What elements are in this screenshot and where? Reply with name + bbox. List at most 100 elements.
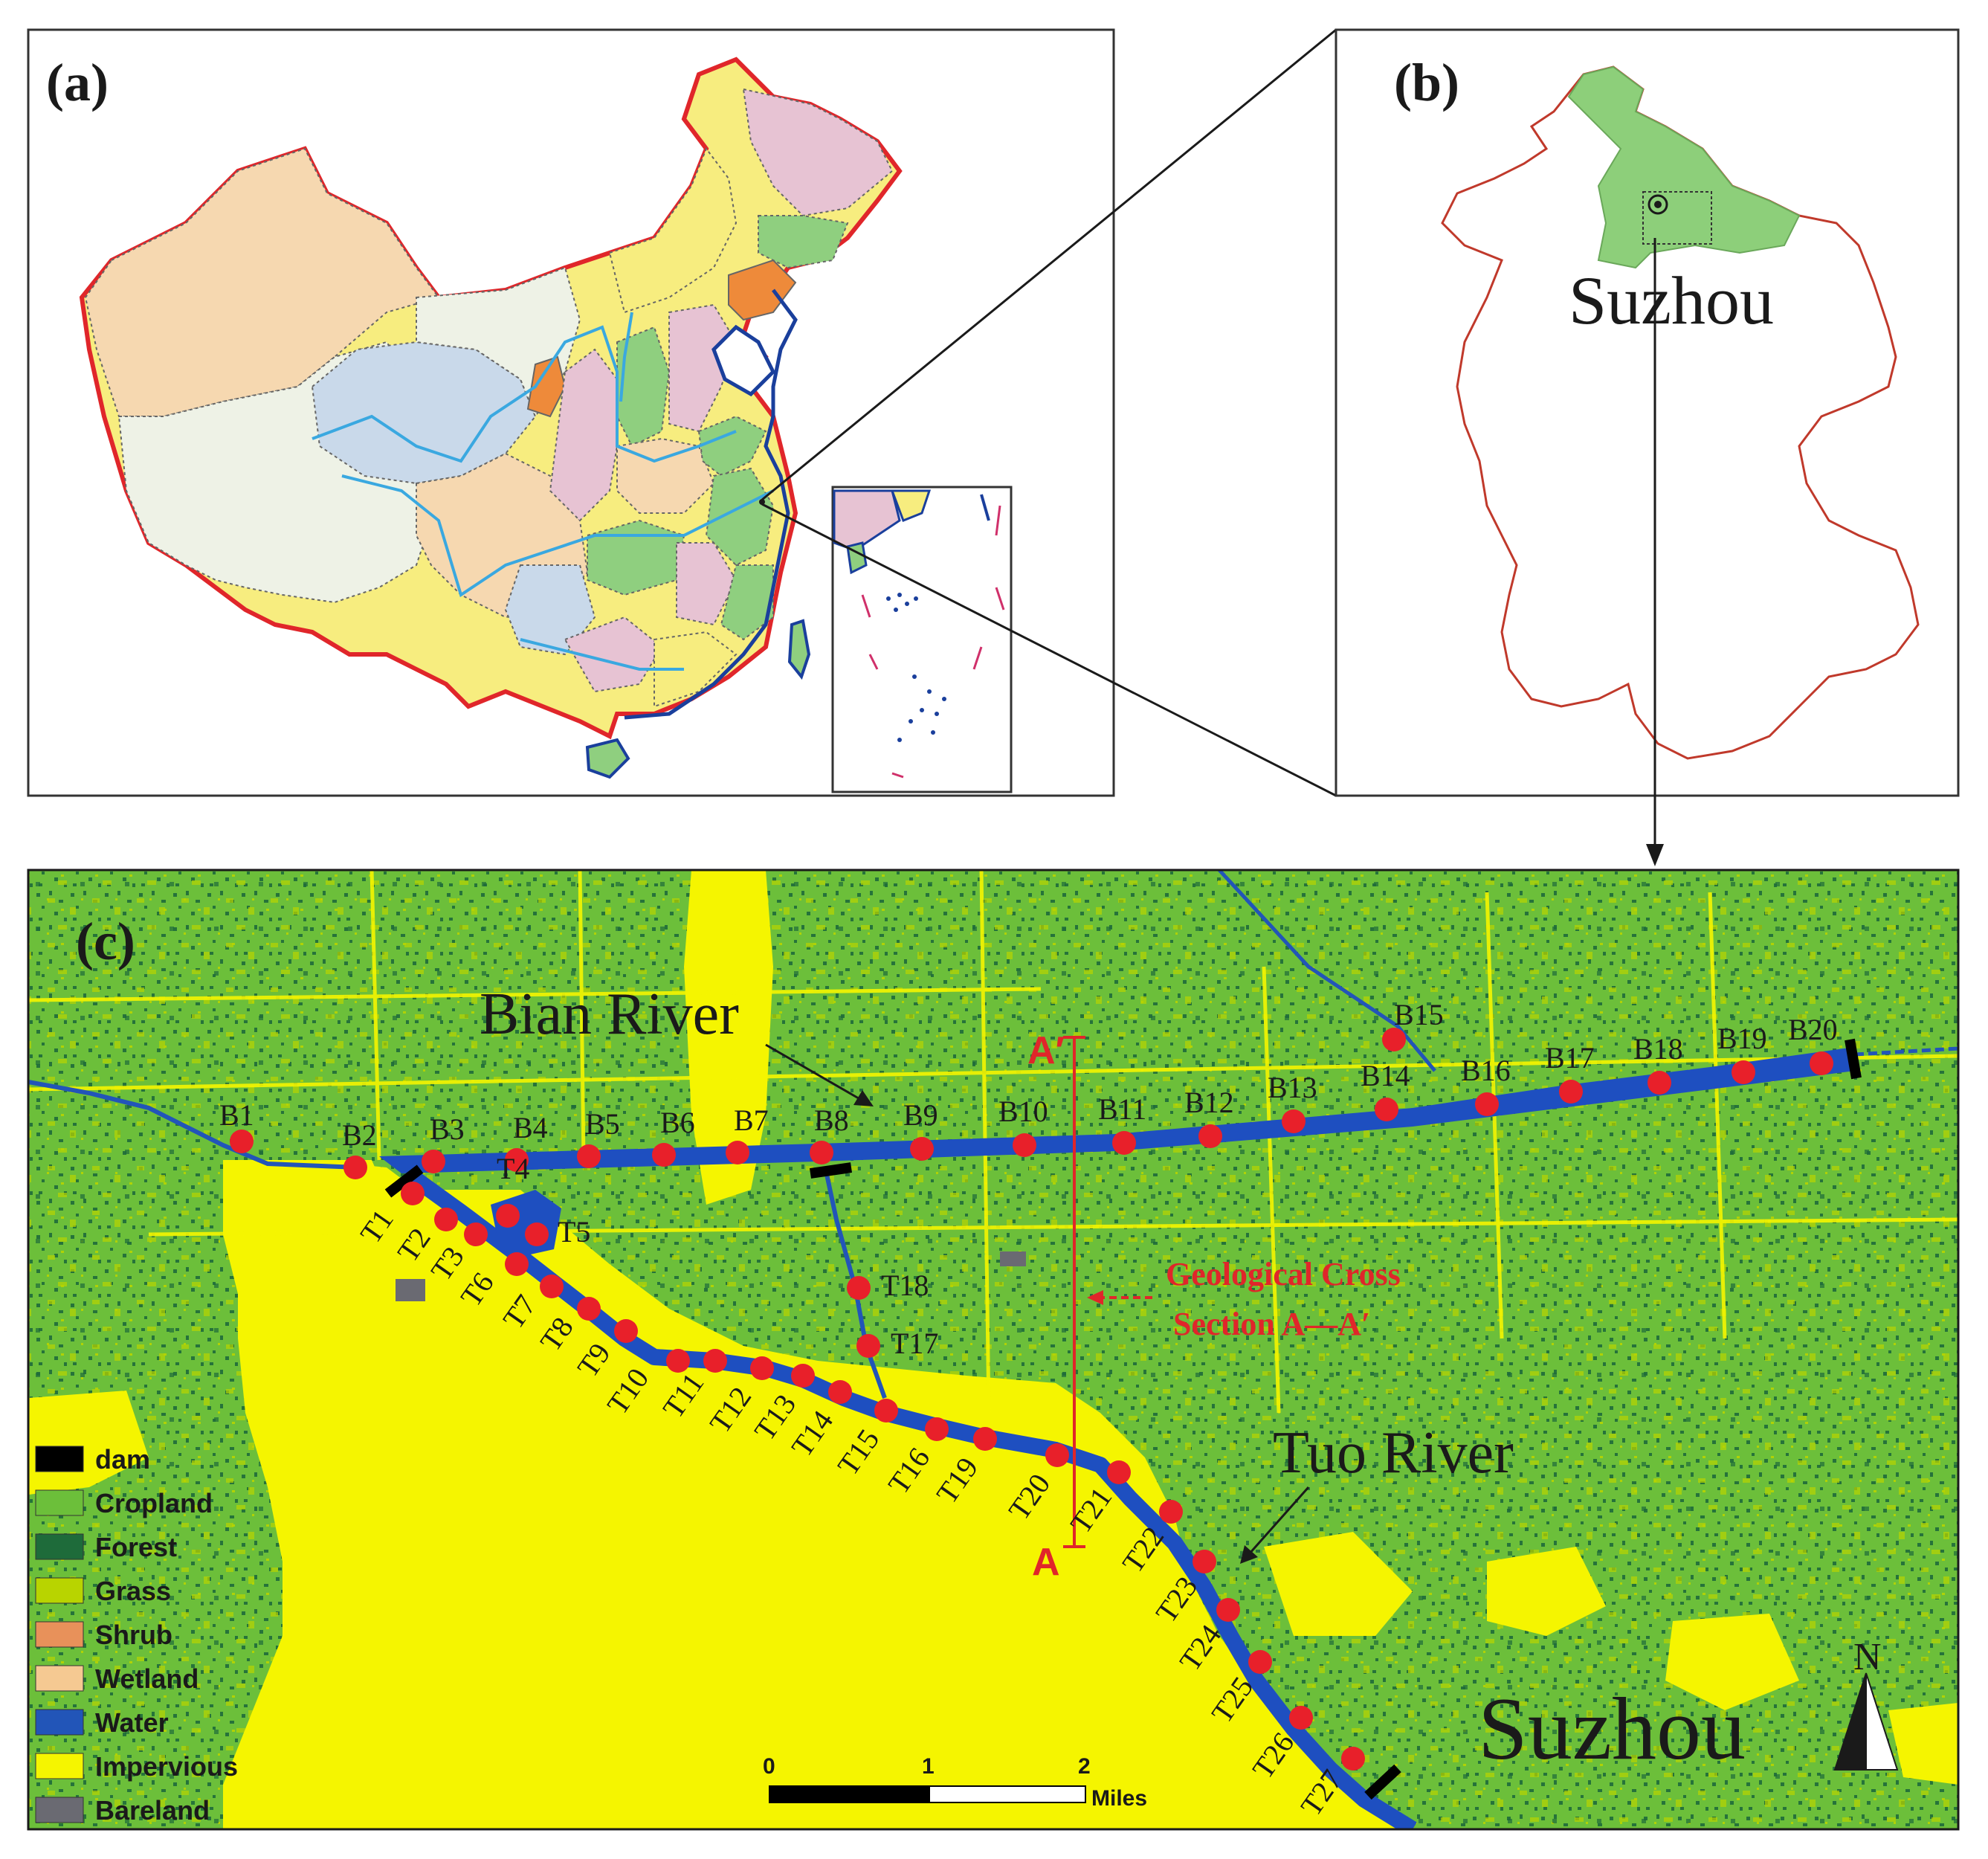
urban-north-strip [684,870,773,1205]
legend-swatch-dam [35,1446,84,1472]
panel-c-city-label: Suzhou [1478,1679,1746,1778]
study-area-box-b [1642,191,1712,245]
west-inflow [28,1080,358,1170]
sample-point-b17 [1559,1080,1583,1104]
urban-west-patch [223,1160,416,1376]
sample-point-t8 [577,1297,601,1321]
sample-label-b4: B4 [513,1111,548,1144]
sample-point-b20 [1810,1051,1833,1075]
legend: dam Cropland Forest Grass Shrub Wetland Water I… [35,1444,238,1826]
sample-point-b4 [505,1148,529,1172]
panel-a: (a) [27,28,1115,797]
legend-label-grass: Grass [95,1576,171,1606]
pearl-river [520,638,684,671]
north-label: N [1853,1636,1882,1678]
legend-swatch-water [35,1709,84,1736]
connector-b-c [1646,238,1664,866]
dam-b2 [384,1164,424,1198]
bareland-patch-2 [1000,1251,1026,1266]
urban-patch-4 [1665,1614,1799,1710]
region-heilongjiang [742,88,894,217]
urban-impervious-area [223,1160,1398,1829]
sample-label-b1: B1 [219,1098,254,1132]
sample-point-b5 [577,1144,601,1168]
sample-point-t20 [1045,1443,1069,1467]
legend-label-forest: Forest [95,1532,177,1562]
legend-label-wetland: Wetland [95,1663,199,1694]
region-qinghai [311,341,537,485]
sample-label-b17: B17 [1545,1041,1595,1075]
north-arrow: N [1833,1636,1899,1771]
sample-label-b18: B18 [1633,1032,1683,1066]
legend-label-cropland: Cropland [95,1488,213,1518]
sample-label-b12: B12 [1184,1086,1234,1119]
bareland-patch-1 [396,1279,425,1301]
east-coast [624,289,798,720]
hainan [585,738,630,779]
bian-sample-points: B1 B2 B3 B4 B5 B6 B7 B8 B9 B10 B11 B12 B13 B14 B15 B16 B… [219,998,1838,1179]
scale-unit: Miles [1091,1786,1147,1811]
region-hebei [668,303,738,433]
northeast-canal [1218,870,1436,1072]
bian-river-label: Bian River [480,982,739,1047]
sample-label-b10: B10 [998,1095,1048,1128]
sample-point-b19 [1732,1060,1755,1084]
sample-label-t5: T5 [558,1215,590,1249]
sample-point-b7 [726,1141,749,1164]
city-symbol-outer [1647,194,1668,215]
sample-point-t3 [464,1222,488,1246]
taiwan [787,619,811,680]
cross-section-line: A′ A [1027,1029,1152,1584]
bohai-sea [711,324,776,397]
sample-label-t4: T4 [497,1152,529,1185]
legend-swatch-impervious [35,1753,84,1779]
study-area-marker-a [759,499,765,505]
panel-b-city-label: Suzhou [1569,262,1774,338]
sample-point-b18 [1647,1071,1671,1095]
dam-t27 [1364,1764,1401,1800]
panel-b-label: (b) [1394,53,1459,112]
sample-point-t12 [750,1356,774,1380]
sample-point-t17 [856,1334,880,1358]
legend-label-water: Water [95,1707,169,1738]
sample-point-t15 [874,1399,898,1423]
sample-point-b1 [230,1130,254,1153]
sample-point-b16 [1475,1092,1499,1116]
panel-c: A′ A (c) Bian River Tuo River Geological… [27,869,1960,1831]
region-west [84,147,440,417]
sample-label-b2: B2 [342,1118,377,1152]
dams [384,1038,1862,1800]
sample-label-t18: T18 [881,1269,929,1302]
sample-point-b2 [343,1156,367,1179]
dam-b8 [809,1162,853,1179]
legend-swatch-wetland [35,1665,84,1692]
east-outflow [1854,1046,1958,1057]
legend-swatch-grass [35,1577,84,1604]
legend-swatch-shrub [35,1621,84,1648]
sample-point-t27 [1341,1747,1365,1771]
region-jiangxi [676,542,738,626]
legend-label-impervious: Impervious [95,1751,238,1782]
tuo-river-label: Tuo River [1273,1420,1514,1486]
region-shaanxi [549,348,618,522]
sample-label-b8: B8 [814,1104,849,1137]
sample-label-b5: B5 [585,1107,620,1141]
sample-point-b13 [1282,1109,1306,1133]
legend-label-dam: dam [95,1444,150,1475]
geological-section-label-1: Geological Cross [1166,1256,1401,1292]
sample-point-b8 [810,1141,833,1164]
sample-point-b10 [1013,1133,1036,1157]
urban-patch-3 [1487,1547,1606,1636]
region-liaoning [728,259,797,321]
sample-point-b6 [652,1143,676,1167]
sample-label-b20: B20 [1788,1013,1838,1046]
sample-point-t7 [540,1275,564,1298]
yangtze-river [341,474,774,598]
sample-point-b3 [422,1150,445,1173]
region-hubei [587,519,685,596]
sample-point-t21 [1107,1460,1131,1484]
sample-point-t6 [505,1252,529,1276]
bian-river-arrow [765,1043,863,1102]
sample-label-b7: B7 [734,1104,769,1137]
